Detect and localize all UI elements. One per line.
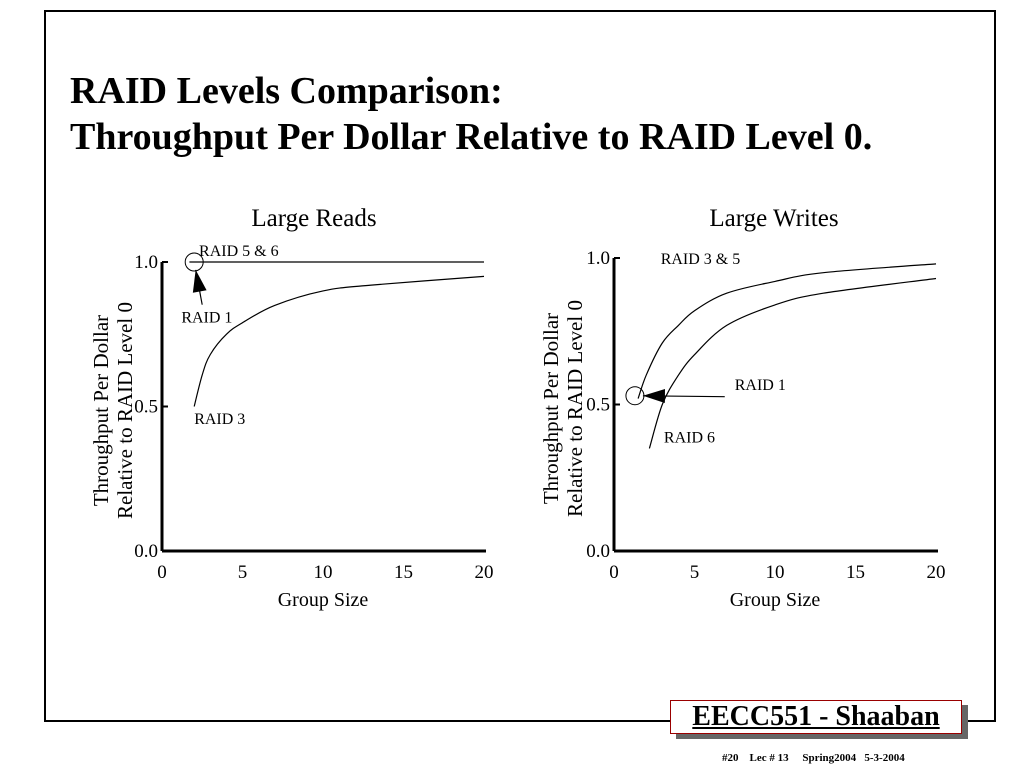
chart-1-y-tick-label: 0.0 <box>134 541 158 562</box>
chart-2-annotation-label-1: RAID 3 & 5 <box>661 251 741 268</box>
chart-1-annotation-label-1: RAID 5 & 6 <box>199 243 279 260</box>
chart-1-x-tick-label: 10 <box>314 562 333 583</box>
chart-2-x-tick-label: 5 <box>690 562 700 583</box>
chart-1-point-arrow-head-1 <box>192 269 207 293</box>
chart-2-x-axis-label: Group Size <box>730 589 821 611</box>
chart-1-annotation-label-3: RAID 3 <box>194 411 245 428</box>
slide-title: RAID Levels Comparison: Throughput Per D… <box>70 68 872 160</box>
chart-1-y-axis-label-line-2: Relative to RAID Level 0 <box>113 302 137 519</box>
chart-2-y-tick-label: 1.0 <box>586 248 610 269</box>
course-badge-label: EECC551 - Shaaban <box>692 701 940 732</box>
chart-2-title: Large Writes <box>709 205 838 232</box>
chart-2-y-tick-label: 0.5 <box>586 395 610 416</box>
chart-2-x-tick-label: 20 <box>927 562 946 583</box>
chart-2-y-axis-label-line-2: Relative to RAID Level 0 <box>563 300 587 517</box>
chart-2-point-arrow-head-1 <box>642 389 666 404</box>
chart-1-series-line-2 <box>193 275 485 407</box>
chart-1-point-marker-1 <box>184 252 204 272</box>
slide-title-line-1: RAID Levels Comparison: <box>70 70 503 112</box>
chart-1-y-tick-label: 1.0 <box>134 252 158 273</box>
course-badge: EECC551 - Shaaban <box>670 700 970 740</box>
chart-1-x-tick-label: 0 <box>157 562 167 583</box>
chart-1-title: Large Reads <box>251 205 376 232</box>
chart-2-annotation-label-3: RAID 6 <box>664 430 715 447</box>
chart-2-x-tick-label: 0 <box>609 562 619 583</box>
chart-2-series-line-2 <box>648 277 937 449</box>
chart-1-y-tick-label: 0.5 <box>134 397 158 418</box>
chart-1-annotation-label-2: RAID 1 <box>181 310 232 327</box>
chart-2-series-line-1 <box>637 263 937 399</box>
chart-1-x-tick-label: 15 <box>394 562 413 583</box>
chart-2-y-tick-label: 0.0 <box>586 541 610 562</box>
course-badge-box: EECC551 - Shaaban <box>670 700 962 734</box>
chart-1-y-axis-label-line-1: Throughput Per Dollar <box>89 315 113 506</box>
lecture-footer: #20 Lec # 13 Spring2004 5-3-2004 <box>722 752 905 764</box>
chart-2-x-tick-label: 15 <box>846 562 865 583</box>
chart-1-x-tick-label: 5 <box>238 562 248 583</box>
chart-2-point-marker-1 <box>625 386 645 406</box>
chart-2-annotation-label-2: RAID 1 <box>735 377 786 394</box>
chart-1-x-tick-label: 20 <box>475 562 494 583</box>
chart-2-x-tick-label: 10 <box>766 562 785 583</box>
slide-frame <box>44 10 996 722</box>
chart-1-x-axis-label: Group Size <box>278 589 369 611</box>
chart-2-y-axis-label-line-1: Throughput Per Dollar <box>539 313 563 504</box>
slide-title-line-2: Throughput Per Dollar Relative to RAID L… <box>70 116 873 158</box>
